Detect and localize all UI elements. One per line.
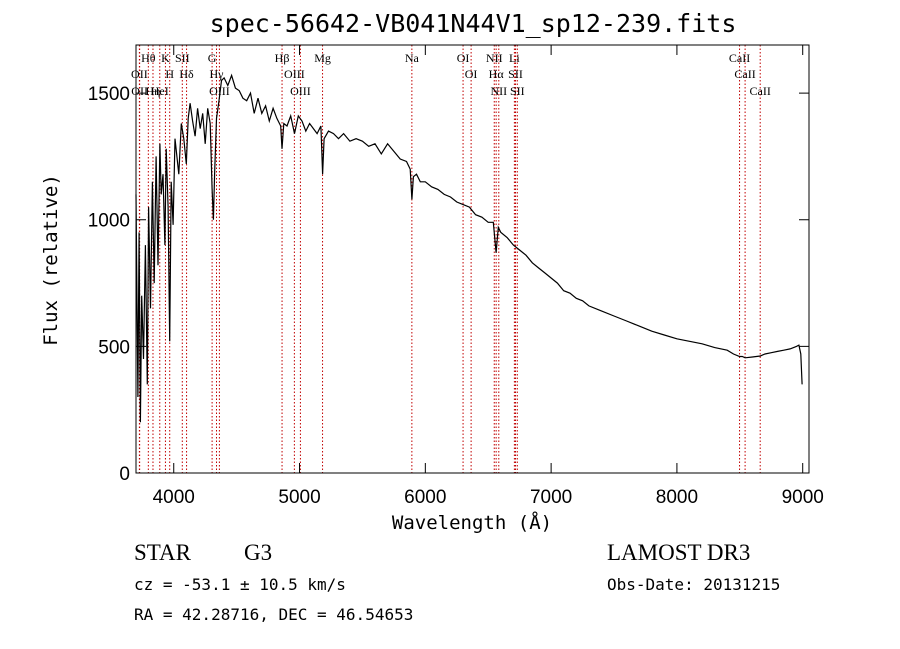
line-label-11: OIII: [209, 84, 230, 98]
x-tick-label-2: 6000: [404, 487, 446, 508]
line-label-20: Hα: [489, 67, 505, 81]
x-tick-label-4: 8000: [656, 487, 698, 508]
line-label-24: SII: [510, 84, 525, 98]
line-label-5: K: [161, 51, 170, 65]
coordinates-text: RA = 42.28716, DEC = 46.54653: [134, 605, 413, 624]
plot-frame: [135, 44, 810, 474]
line-label-10: Hγ: [210, 67, 225, 81]
y-axis-label: Flux (relative): [40, 174, 62, 346]
y-tick-label-0: 0: [119, 464, 130, 485]
object-class: STAR: [134, 540, 192, 565]
line-label-18: OI: [465, 67, 478, 81]
line-label-15: Mg: [314, 51, 331, 65]
line-label-12: Hβ: [275, 51, 290, 65]
line-label-16: Na: [405, 51, 420, 65]
line-label-0: Hθ: [141, 51, 156, 65]
x-tick-label-5: 9000: [782, 487, 824, 508]
object-subclass: G3: [244, 540, 272, 565]
line-label-17: OI: [457, 51, 470, 65]
x-axis-ticks: 4000 5000 6000 7000 8000 9000: [153, 45, 824, 508]
line-label-23: SII: [508, 67, 523, 81]
line-label-26: CaII: [734, 67, 755, 81]
y-tick-label-2: 1000: [88, 211, 130, 232]
chart-title: spec-56642-VB041N44V1_sp12-239.fits: [210, 9, 737, 38]
redshift-text: cz = -53.1 ± 10.5 km/s: [134, 575, 346, 594]
line-label-9: G: [208, 51, 217, 65]
spectrum-line: [135, 73, 803, 423]
line-label-27: CaII: [750, 84, 771, 98]
line-label-14: OIII: [290, 84, 311, 98]
line-label-13: OIII: [284, 67, 305, 81]
line-label-1: OII: [131, 67, 148, 81]
line-label-8: Hδ: [179, 67, 194, 81]
line-label-3: Hη: [146, 84, 161, 98]
x-tick-label-1: 5000: [278, 487, 320, 508]
line-label-22: Li: [509, 51, 520, 65]
line-label-2: OII: [131, 84, 148, 98]
x-tick-label-3: 7000: [530, 487, 572, 508]
line-label-21: NII: [490, 84, 507, 98]
x-axis-label: Wavelength (Å): [392, 511, 552, 534]
line-label-4: HeI: [151, 84, 169, 98]
line-label-19: NII: [486, 51, 503, 65]
emission-line-markers: [138, 45, 761, 473]
line-label-6: H: [165, 67, 174, 81]
obs-date-text: Obs-Date: 20131215: [607, 575, 780, 594]
x-tick-label-0: 4000: [153, 487, 195, 508]
y-tick-label-3: 1500: [88, 84, 130, 105]
survey-name: LAMOST DR3: [607, 540, 750, 565]
y-tick-label-1: 500: [98, 337, 130, 358]
line-label-25: CaII: [729, 51, 750, 65]
y-axis-ticks: 0 500 1000 1500: [88, 84, 809, 485]
line-label-7: SII: [175, 51, 190, 65]
